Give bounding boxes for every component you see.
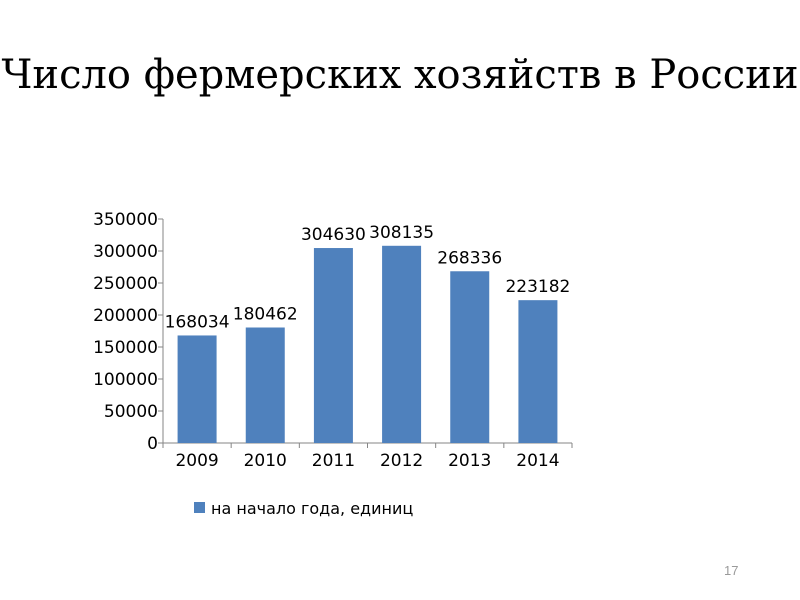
y-tick-label: 100000 xyxy=(93,370,158,390)
y-axis-ticks: 0 50000 100000 150000 200000 250000 300000 3500… xyxy=(93,210,163,454)
bar-2009 xyxy=(177,335,217,443)
x-tick-label: 2010 xyxy=(244,451,287,471)
legend-label: на начало года, единиц xyxy=(211,499,413,518)
data-label: 304630 xyxy=(301,225,366,245)
data-label: 180462 xyxy=(233,305,298,325)
chart-bars xyxy=(177,245,558,443)
data-label: 223182 xyxy=(505,277,570,297)
x-tick-label: 2014 xyxy=(516,451,559,471)
y-tick-label: 0 xyxy=(147,434,158,454)
legend-swatch xyxy=(194,502,205,513)
x-tick-label: 2009 xyxy=(175,451,218,471)
y-tick-label: 300000 xyxy=(93,242,158,262)
bar-2014 xyxy=(518,300,558,443)
page-number: 17 xyxy=(724,563,739,578)
y-tick-label: 250000 xyxy=(93,274,158,294)
y-tick-label: 150000 xyxy=(93,338,158,358)
bar-2010 xyxy=(245,327,285,443)
chart-legend: на начало года, единиц xyxy=(194,499,413,518)
data-label: 308135 xyxy=(369,223,434,243)
bar-2011 xyxy=(313,248,353,443)
bar-2013 xyxy=(450,271,490,443)
slide-title: Число фермерских хозяйств в России xyxy=(1,52,799,98)
x-tick-label: 2013 xyxy=(448,451,491,471)
x-axis-ticks: 2009 2010 2011 2012 2013 2014 xyxy=(162,443,573,471)
y-tick-label: 50000 xyxy=(104,402,158,422)
data-label: 268336 xyxy=(437,248,502,268)
y-tick-label: 200000 xyxy=(93,306,158,326)
x-tick-label: 2011 xyxy=(312,451,355,471)
x-tick-label: 2012 xyxy=(380,451,423,471)
bar-2012 xyxy=(382,245,422,443)
data-label: 168034 xyxy=(165,312,230,332)
y-tick-label: 350000 xyxy=(93,210,158,230)
